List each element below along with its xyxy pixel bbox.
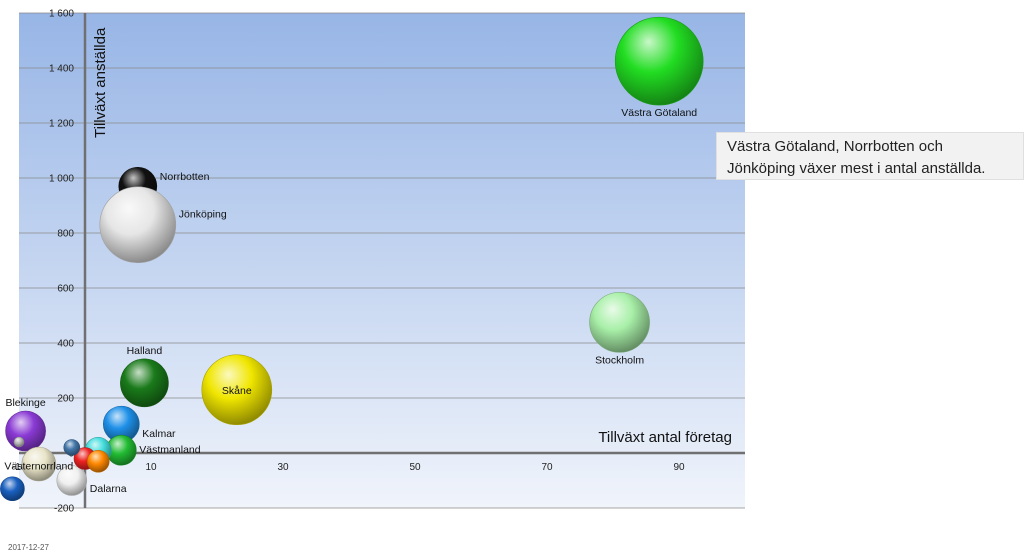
- annotation-line-1: Västra Götaland, Norrbotten och: [727, 138, 943, 155]
- bubble-label: Dalarna: [90, 483, 127, 495]
- bubbles: [0, 16, 704, 502]
- bubble-label: Halland: [127, 345, 163, 357]
- annotation-line-2: Jönköping växer mest i antal anställda.: [727, 160, 986, 177]
- bubble-label: Kalmar: [142, 428, 176, 440]
- bubble: [120, 358, 169, 408]
- bubble: [56, 465, 88, 496]
- y-axis-title: Tillväxt anställda: [92, 27, 109, 138]
- y-tick-label: 1 000: [49, 174, 74, 185]
- annotation-box: Västra Götaland, Norrbotten och Jönköpin…: [716, 132, 1024, 180]
- bubble-label: Norrbotten: [160, 171, 210, 183]
- x-tick-label: 50: [409, 462, 421, 473]
- bubble-label: Stockholm: [595, 354, 644, 366]
- bubble: [614, 16, 704, 106]
- date-stamp: 2017-12-27: [8, 543, 49, 552]
- bubble: [63, 439, 81, 456]
- x-tick-label: 30: [277, 462, 289, 473]
- bubble: [0, 476, 25, 502]
- bubble: [201, 354, 273, 426]
- bubble-label: Blekinge: [5, 397, 45, 409]
- x-tick-label: -10: [12, 462, 27, 473]
- y-tick-label: 400: [57, 339, 74, 350]
- bubble-label: Västmanland: [139, 444, 200, 456]
- bubble-label: Skåne: [222, 385, 252, 397]
- bubble-labels: Västra Götaland Stockholm Norrbotten Jönköp…: [4, 107, 697, 495]
- y-tick-label: 1 400: [49, 64, 74, 75]
- bubble-label: Västra Götaland: [621, 107, 697, 119]
- y-tick-label: 200: [57, 394, 74, 405]
- bubble: [13, 436, 25, 448]
- x-tick-label: 90: [673, 462, 685, 473]
- bubble: [86, 449, 110, 473]
- x-axis-title: Tillväxt antal företag: [598, 429, 732, 446]
- axes: [19, 13, 745, 508]
- x-tick-label: 10: [145, 462, 157, 473]
- bubble: [99, 186, 177, 264]
- y-tick-label: 1 600: [49, 9, 74, 20]
- bubble: [589, 292, 650, 353]
- y-tick-label: -200: [54, 504, 74, 515]
- y-tick-label: 1 200: [49, 119, 74, 130]
- bubble: [21, 446, 57, 482]
- bubble: [5, 410, 46, 452]
- y-tick-label: 800: [57, 229, 74, 240]
- y-tick-label: 600: [57, 284, 74, 295]
- bubble-label: Västernorrland: [4, 461, 73, 473]
- bubble-label: Jönköping: [179, 208, 227, 220]
- x-tick-label: 70: [541, 462, 553, 473]
